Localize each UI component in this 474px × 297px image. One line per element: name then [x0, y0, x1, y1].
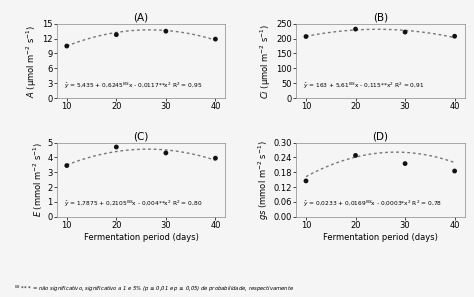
X-axis label: Fermentation period (days): Fermentation period (days): [323, 233, 438, 242]
Title: (D): (D): [372, 132, 388, 142]
Point: [112, 145, 120, 149]
Point: [211, 156, 219, 160]
Point: [352, 27, 359, 31]
Text: $\hat{y}$ = 163 + 5,61$^{NS}$x - 0,115**x$^{2}$ R$^{2}$ = 0,91: $\hat{y}$ = 163 + 5,61$^{NS}$x - 0,115**…: [303, 80, 424, 91]
Text: $\hat{y}$ = 0,0233 + 0,0169$^{NS}$x - 0,0003*x$^{2}$ R$^{2}$ = 0,78: $\hat{y}$ = 0,0233 + 0,0169$^{NS}$x - 0,…: [303, 199, 442, 209]
Text: $\hat{y}$ = 5,435 + 0,6245$^{NS}$x - 0,0117**x$^{2}$ R$^{2}$ = 0,95: $\hat{y}$ = 5,435 + 0,6245$^{NS}$x - 0,0…: [64, 80, 202, 91]
Point: [112, 32, 120, 37]
Text: $\hat{y}$ = 1,7875 + 0,2105$^{NS}$x - 0,004**x$^{2}$ R$^{2}$ = 0,80: $\hat{y}$ = 1,7875 + 0,2105$^{NS}$x - 0,…: [64, 199, 202, 209]
Y-axis label: $A$ (µmol m$^{-2}$ s$^{-1}$): $A$ (µmol m$^{-2}$ s$^{-1}$): [25, 24, 39, 98]
Point: [451, 169, 458, 173]
Y-axis label: $gs$ (mmol m$^{-2}$ s$^{-1}$): $gs$ (mmol m$^{-2}$ s$^{-1}$): [256, 140, 271, 219]
X-axis label: Fermentation period (days): Fermentation period (days): [84, 233, 199, 242]
Point: [302, 178, 310, 183]
Point: [401, 30, 409, 34]
Point: [302, 34, 310, 39]
Title: (C): (C): [133, 132, 149, 142]
Y-axis label: $E$ (mmol m$^{-2}$ s$^{-1}$): $E$ (mmol m$^{-2}$ s$^{-1}$): [31, 142, 45, 217]
Point: [352, 153, 359, 158]
Y-axis label: $Ci$ (µmol m$^{-2}$ s$^{-1}$): $Ci$ (µmol m$^{-2}$ s$^{-1}$): [259, 23, 273, 99]
Title: (B): (B): [373, 13, 388, 23]
Point: [162, 29, 170, 34]
Point: [451, 34, 458, 39]
Point: [401, 161, 409, 166]
Point: [63, 44, 71, 48]
Point: [162, 151, 170, 155]
Point: [211, 37, 219, 42]
Text: $^{NS}$ ** * = não significativo, significativo a 1 e 5% (p ≤ 0,01 e p ≤ 0,05) d: $^{NS}$ ** * = não significativo, signif…: [14, 284, 294, 294]
Title: (A): (A): [134, 13, 149, 23]
Point: [63, 163, 71, 168]
